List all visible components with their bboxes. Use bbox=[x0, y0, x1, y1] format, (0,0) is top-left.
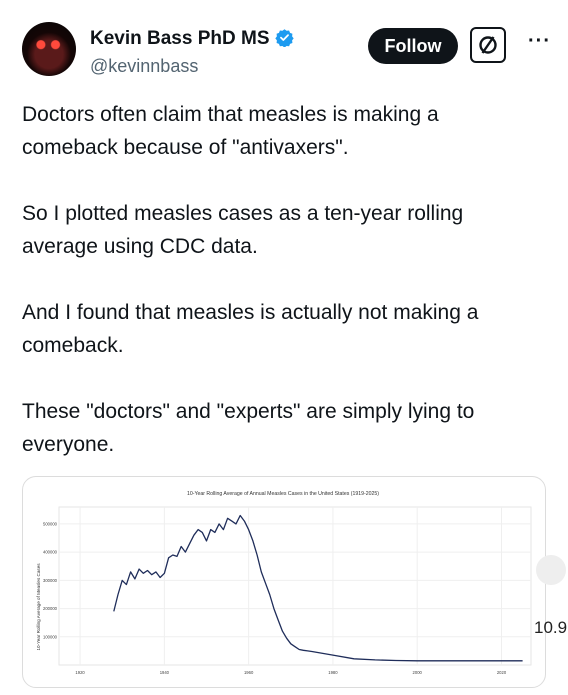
tweet-paragraph: These "doctors" and "experts" are simply… bbox=[22, 400, 475, 456]
chart-title: 10-Year Rolling Average of Annual Measle… bbox=[187, 491, 379, 497]
x-tick-label: 1960 bbox=[244, 670, 254, 675]
more-options-icon[interactable]: ··· bbox=[528, 30, 551, 52]
chart-grid bbox=[58, 506, 532, 666]
verified-badge-icon bbox=[274, 29, 294, 47]
overlay-bubble bbox=[536, 555, 566, 585]
x-tick-label: 1920 bbox=[75, 670, 85, 675]
chart-ticks: 100000 200000 300000 400000 500000 1920 1940 19… bbox=[43, 521, 507, 675]
author-name[interactable]: Kevin Bass PhD MS bbox=[90, 28, 294, 50]
x-tick-label: 1940 bbox=[160, 670, 170, 675]
extra-action-button[interactable] bbox=[470, 27, 506, 63]
y-tick-label: 300000 bbox=[43, 578, 58, 583]
y-axis-label: 10-Year Rolling Average of Measles Cases bbox=[36, 563, 41, 651]
chart-image[interactable]: 10-Year Rolling Average of Annual Measle… bbox=[22, 476, 546, 688]
author-name-text[interactable]: Kevin Bass PhD MS bbox=[90, 28, 270, 49]
plot-frame bbox=[58, 506, 532, 666]
y-tick-label: 100000 bbox=[43, 634, 58, 639]
tweet-paragraph: Doctors often claim that measles is maki… bbox=[22, 103, 439, 159]
overlay-corner-text: 10.9 bbox=[534, 618, 568, 637]
tweet-paragraph: So I plotted measles cases as a ten-year… bbox=[22, 202, 464, 258]
avatar[interactable] bbox=[22, 22, 76, 76]
chart-series bbox=[113, 514, 523, 662]
x-tick-label: 1980 bbox=[328, 670, 338, 675]
measles-chart: 10-Year Rolling Average of Annual Measle… bbox=[36, 491, 532, 675]
y-tick-label: 400000 bbox=[43, 550, 58, 555]
y-tick-label: 500000 bbox=[43, 521, 58, 526]
y-tick-label: 200000 bbox=[43, 606, 58, 611]
author-handle[interactable]: @kevinnbass bbox=[90, 56, 199, 76]
follow-button[interactable]: Follow bbox=[368, 28, 458, 64]
tweet-paragraph: And I found that measles is actually not… bbox=[22, 301, 479, 357]
x-tick-label: 2000 bbox=[413, 670, 423, 675]
slashed-circle-icon bbox=[479, 36, 497, 54]
x-tick-label: 2020 bbox=[497, 670, 507, 675]
series-line bbox=[113, 514, 523, 662]
tweet-text: Doctors often claim that measles is maki… bbox=[22, 98, 532, 494]
